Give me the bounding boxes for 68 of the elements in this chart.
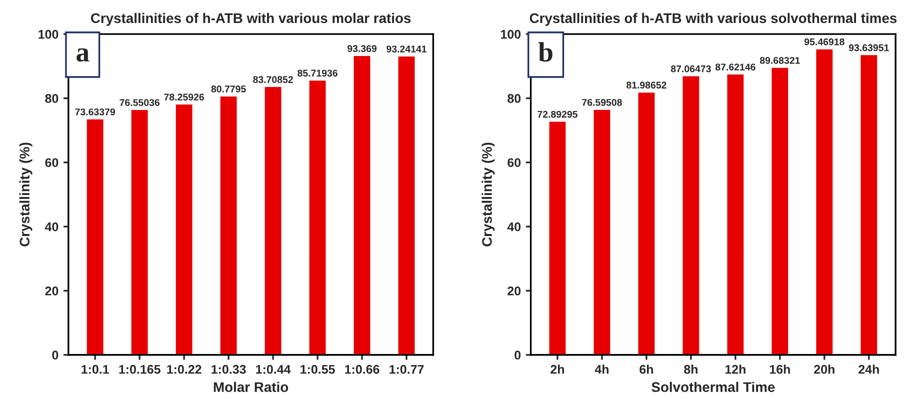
x-tick-label: 1:0.22 xyxy=(167,364,202,374)
data-label: 93.63951 xyxy=(848,44,889,52)
bar xyxy=(218,95,238,355)
y-axis-title: Crystallinity (%) xyxy=(19,142,32,246)
x-tick-label: 6h xyxy=(640,364,653,374)
data-label: 87.06473 xyxy=(670,65,711,72)
data-label: 85.71936 xyxy=(298,70,338,77)
bar xyxy=(636,91,656,355)
bar xyxy=(86,118,105,355)
bar xyxy=(859,54,878,355)
bar xyxy=(814,48,834,355)
bar xyxy=(592,108,612,355)
y-tick-label: 60 xyxy=(508,158,521,168)
y-tick-label: 60 xyxy=(45,158,58,168)
data-label: 95.46918 xyxy=(804,38,844,46)
annotation: b xyxy=(538,42,552,62)
x-tick-label: 24h xyxy=(858,364,879,374)
x-tick-label: 1:0.44 xyxy=(256,364,291,374)
y-axis-title: Crystallinity (%) xyxy=(482,142,495,246)
bar xyxy=(726,73,746,355)
data-label: 83.70852 xyxy=(253,76,293,84)
data-label: 81.98652 xyxy=(626,82,666,89)
annotation: a xyxy=(76,48,90,62)
bar xyxy=(352,54,372,355)
bar xyxy=(770,66,790,355)
data-label: 89.68321 xyxy=(760,56,800,64)
bar xyxy=(130,108,150,355)
x-tick-label: 1:0.55 xyxy=(300,364,335,374)
data-label: 73.63379 xyxy=(75,108,116,116)
data-label: 72.89295 xyxy=(538,110,578,118)
x-tick-label: 4h xyxy=(594,364,608,374)
y-tick-label: 40 xyxy=(44,222,58,232)
x-tick-label: 1:0.77 xyxy=(390,364,424,374)
data-label: 93.24141 xyxy=(386,46,427,52)
y-tick-label: 100 xyxy=(38,30,58,39)
y-tick-label: 100 xyxy=(500,30,521,39)
bar xyxy=(263,86,283,355)
y-tick-label: 0 xyxy=(514,350,521,360)
data-label: 93.369 xyxy=(347,45,377,52)
data-label: 87.62146 xyxy=(715,64,756,70)
bar xyxy=(396,55,416,355)
y-tick-label: 20 xyxy=(45,286,58,296)
y-tick-label: 80 xyxy=(508,94,521,103)
x-tick-label: 12h xyxy=(725,364,746,374)
x-axis-title: Molar Ratio xyxy=(214,382,288,392)
y-tick-label: 80 xyxy=(45,94,58,103)
chart-title: Crystallinities of h-ATB with various solvothermal times xyxy=(530,12,897,26)
x-tick-label: 8h xyxy=(684,364,698,374)
x-tick-label: 2h xyxy=(550,364,564,374)
data-label: 78.25926 xyxy=(164,94,204,101)
x-tick-label: 1:0.33 xyxy=(212,364,246,374)
bar xyxy=(308,79,328,355)
data-label: 76.55036 xyxy=(120,99,160,106)
x-tick-label: 1:0.165 xyxy=(119,364,160,374)
x-tick-label: 1:0.1 xyxy=(82,364,109,374)
x-axis-title: Solvothermal Time xyxy=(652,382,775,392)
bar xyxy=(548,120,568,355)
chart-title: Crystallinities of h-ATB with various molar ratios xyxy=(90,12,411,26)
x-tick-label: 20h xyxy=(814,364,834,374)
x-tick-label: 1:0.66 xyxy=(345,364,380,374)
bar xyxy=(681,74,701,355)
bar xyxy=(174,103,194,355)
y-tick-label: 20 xyxy=(508,286,521,296)
x-tick-label: 16h xyxy=(770,364,790,374)
data-label: 80.7795 xyxy=(211,86,246,92)
y-tick-label: 0 xyxy=(52,350,58,360)
y-tick-label: 40 xyxy=(507,222,521,232)
data-label: 76.59508 xyxy=(582,98,622,106)
